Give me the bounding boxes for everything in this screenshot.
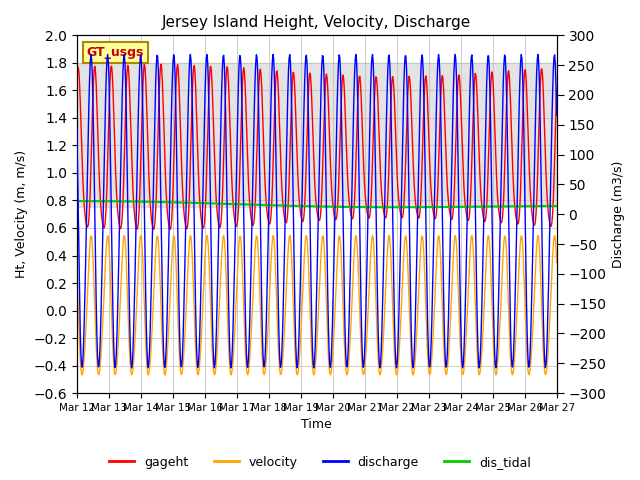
Y-axis label: Discharge (m3/s): Discharge (m3/s)	[612, 160, 625, 268]
X-axis label: Time: Time	[301, 419, 332, 432]
Legend: gageht, velocity, discharge, dis_tidal: gageht, velocity, discharge, dis_tidal	[104, 451, 536, 474]
Text: GT_usgs: GT_usgs	[86, 46, 144, 59]
Bar	[77, 63, 557, 207]
Y-axis label: Ht, Velocity (m, m/s): Ht, Velocity (m, m/s)	[15, 150, 28, 278]
Title: Jersey Island Height, Velocity, Discharge: Jersey Island Height, Velocity, Discharg…	[162, 15, 472, 30]
